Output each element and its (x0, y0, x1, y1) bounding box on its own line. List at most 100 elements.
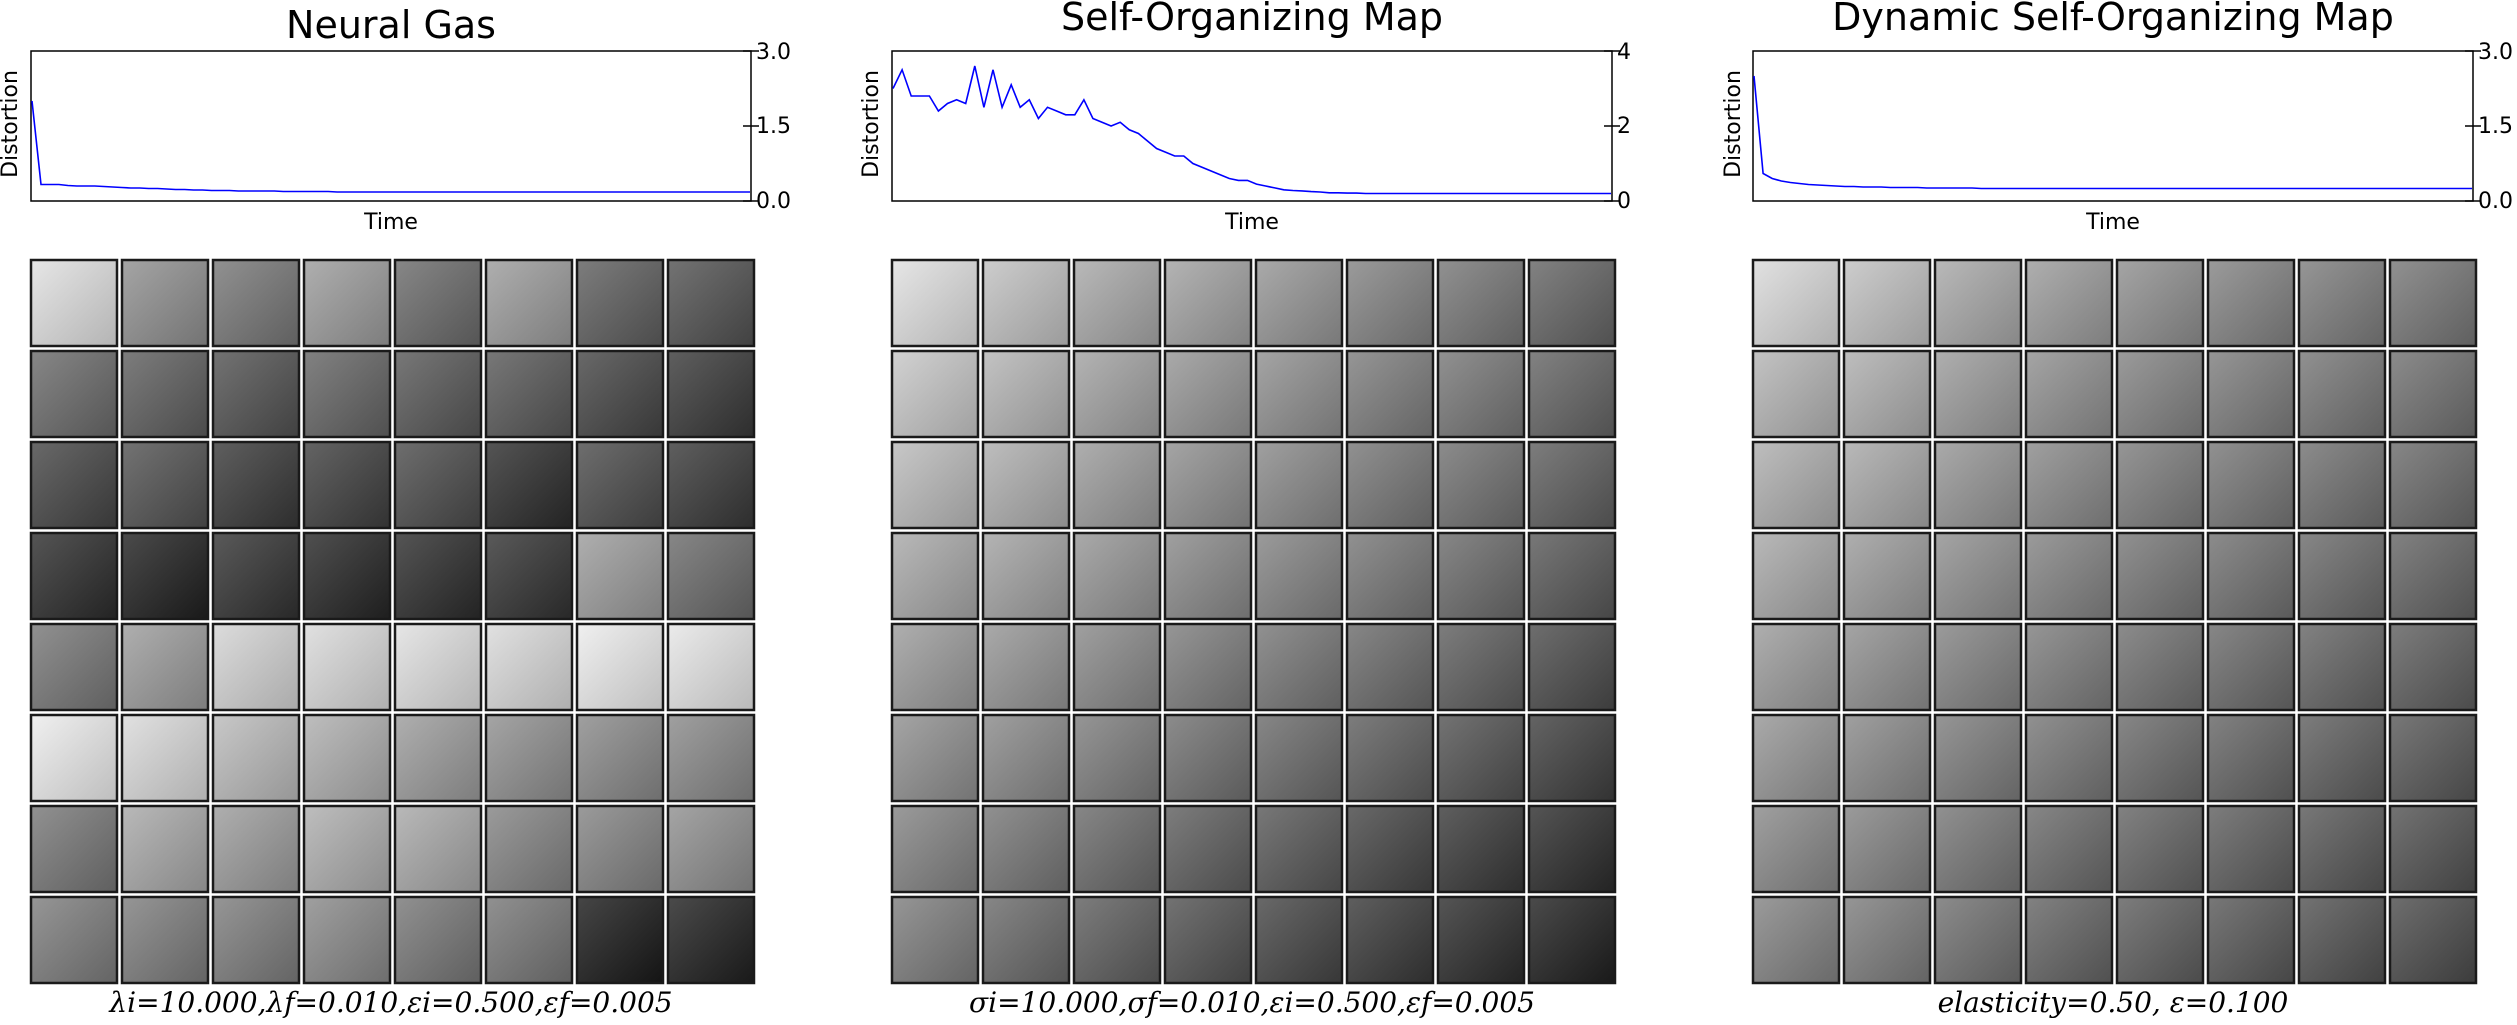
filter-cell (120, 349, 210, 439)
filter-cell (302, 804, 392, 894)
filter-cell (1751, 895, 1841, 985)
panel-title: Dynamic Self-Organizing Map (1832, 0, 2394, 39)
filter-cell (1254, 440, 1344, 530)
panel-title: Neural Gas (286, 3, 496, 47)
filter-cell (211, 713, 301, 803)
filter-cell (2024, 531, 2114, 621)
filter-cell (575, 349, 665, 439)
filter-cell (2388, 531, 2478, 621)
filter-cell (1072, 531, 1162, 621)
filter-cell (2297, 895, 2387, 985)
filter-cell (1527, 895, 1617, 985)
y-tick-label: 0.0 (756, 189, 791, 214)
filter-cell (211, 349, 301, 439)
filter-cell (1527, 713, 1617, 803)
filter-cell (1933, 804, 2023, 894)
y-tick-label: 3.0 (2478, 40, 2513, 65)
filter-cell (1072, 349, 1162, 439)
filter-cell (890, 895, 980, 985)
filter-cell (393, 713, 483, 803)
y-tick-label: 4 (1617, 40, 1631, 65)
filter-cell (2206, 531, 2296, 621)
filter-cell (575, 622, 665, 712)
filter-cell (2388, 349, 2478, 439)
filter-cell (302, 531, 392, 621)
filter-cell (302, 440, 392, 530)
filter-cell (1254, 531, 1344, 621)
filter-cell (1345, 804, 1435, 894)
y-tick-label: 0.0 (2478, 189, 2513, 214)
filter-cell (2388, 258, 2478, 348)
filter-cell (1345, 349, 1435, 439)
filter-cell (981, 349, 1071, 439)
filter-cell (981, 895, 1071, 985)
filter-cell (1436, 531, 1526, 621)
filter-cell (666, 440, 756, 530)
filter-cell (29, 440, 119, 530)
filter-cell (211, 622, 301, 712)
filter-cell (1254, 895, 1344, 985)
filter-cell (302, 258, 392, 348)
filter-cell (484, 531, 574, 621)
plot-frame (1752, 50, 2474, 202)
x-axis-label: Time (1224, 210, 1279, 235)
filter-cell (1933, 531, 2023, 621)
filter-cell (1842, 349, 1932, 439)
filter-cell (1163, 349, 1253, 439)
filter-cell (1751, 531, 1841, 621)
filter-cell (2297, 804, 2387, 894)
filter-cell (484, 440, 574, 530)
filter-cell (2388, 895, 2478, 985)
filter-cell (981, 713, 1071, 803)
distortion-line (1753, 75, 2472, 190)
filter-cell (890, 258, 980, 348)
filter-cell (2206, 349, 2296, 439)
filter-cell (211, 440, 301, 530)
filter-cell (302, 713, 392, 803)
filter-cell (1527, 804, 1617, 894)
filter-cell (2115, 622, 2205, 712)
filter-cell (1072, 440, 1162, 530)
filter-cell (120, 804, 210, 894)
filter-cell (1345, 531, 1435, 621)
filter-cell (2115, 713, 2205, 803)
parameter-caption: elasticity=0.50, ε=0.100 (1938, 986, 2289, 1019)
filter-cell (1842, 531, 1932, 621)
filter-cell (2206, 258, 2296, 348)
filter-cell (1933, 440, 2023, 530)
filter-cell (120, 713, 210, 803)
filter-cell (1072, 895, 1162, 985)
filter-cell (2024, 258, 2114, 348)
filter-cell (1345, 622, 1435, 712)
plot-frame (30, 50, 752, 202)
filter-cell (1527, 349, 1617, 439)
filter-cell (393, 258, 483, 348)
filter-cell (1436, 804, 1526, 894)
filter-cell (890, 622, 980, 712)
filter-cell (1072, 258, 1162, 348)
filter-cell (1254, 713, 1344, 803)
filter-cell (2206, 713, 2296, 803)
filter-cell (2024, 349, 2114, 439)
filter-cell (393, 349, 483, 439)
filter-cell (575, 895, 665, 985)
filter-cell (1163, 804, 1253, 894)
filter-cell (890, 349, 980, 439)
filter-cell (1436, 713, 1526, 803)
filter-cell (575, 804, 665, 894)
filter-cell (2388, 622, 2478, 712)
filter-cell (981, 804, 1071, 894)
y-axis-label: Distortion (0, 70, 23, 178)
filter-cell (211, 531, 301, 621)
filter-cell (2115, 531, 2205, 621)
filter-cell (29, 713, 119, 803)
distortion-line (892, 65, 1611, 195)
filter-cell (666, 895, 756, 985)
filter-cell (666, 804, 756, 894)
y-tick-label: 0 (1617, 189, 1631, 214)
filter-cell (1933, 895, 2023, 985)
filter-cell (484, 622, 574, 712)
filter-cell (1933, 258, 2023, 348)
filter-cell (1345, 440, 1435, 530)
